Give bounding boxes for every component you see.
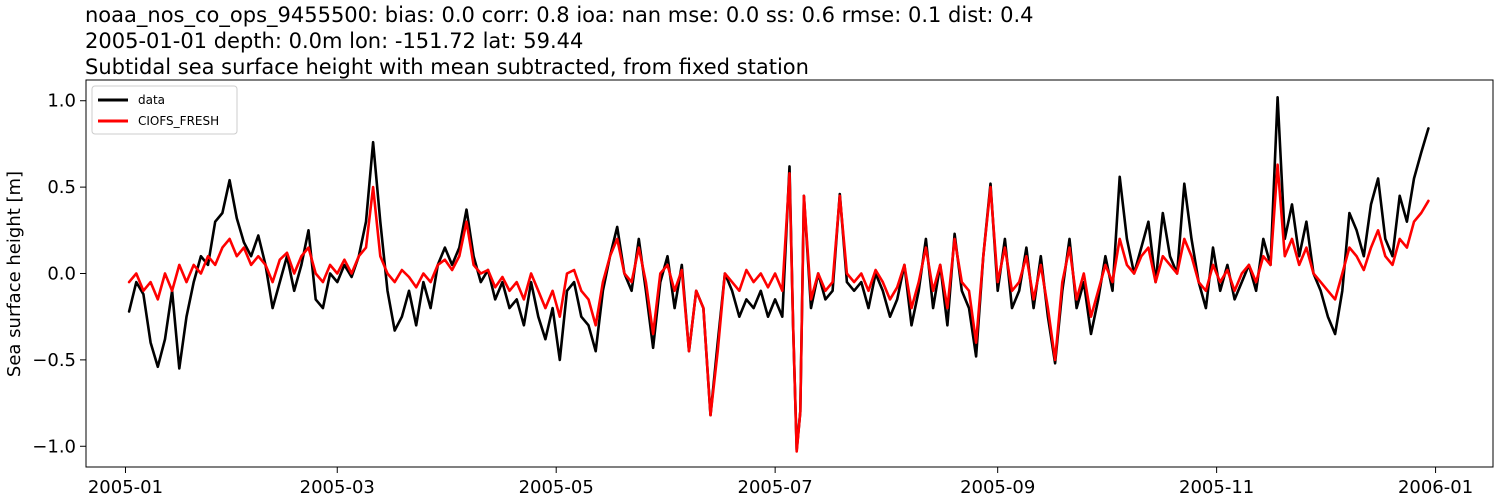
x-tick-label: 2006-01: [1398, 477, 1473, 498]
x-tick-label: 2005-01: [88, 477, 163, 498]
y-tick-label: 1.0: [47, 91, 76, 112]
title-line-1: noaa_nos_co_ops_9455500: bias: 0.0 corr:…: [85, 3, 1034, 27]
y-tick-label: 0.5: [47, 177, 76, 198]
x-axis: 2005-01 2005-03 2005-05 2005-07 2005-09 2005-…: [88, 467, 1473, 498]
title-line-3: Subtidal sea surface height with mean su…: [85, 55, 809, 79]
legend-box: [91, 85, 238, 135]
x-tick-label: 2005-03: [300, 477, 375, 498]
series-line-ciofs-fresh: [127, 163, 1430, 453]
x-tick-label: 2005-11: [1179, 477, 1254, 498]
x-tick-label: 2005-05: [519, 477, 594, 498]
plot-frame: [85, 79, 1494, 468]
y-tick-label: 0.0: [47, 264, 76, 285]
x-tick-label: 2005-07: [738, 477, 813, 498]
legend-label-data: data: [138, 93, 165, 107]
y-axis-label: Sea surface height [m]: [4, 171, 25, 377]
legend-label-ciofs-fresh: CIOFS_FRESH: [138, 114, 219, 128]
y-axis: −1.0 −0.5 0.0 0.5 1.0: [32, 91, 86, 457]
title-line-2: 2005-01-01 depth: 0.0m lon: -151.72 lat:…: [85, 29, 584, 53]
series-line-data: [127, 96, 1430, 451]
y-tick-label: −1.0: [32, 436, 76, 457]
y-tick-label: −0.5: [32, 350, 76, 371]
chart-title: noaa_nos_co_ops_9455500: bias: 0.0 corr:…: [85, 2, 1034, 80]
series-layer: [127, 96, 1430, 453]
x-tick-label: 2005-09: [960, 477, 1035, 498]
legend: data CIOFS_FRESH: [91, 85, 238, 135]
